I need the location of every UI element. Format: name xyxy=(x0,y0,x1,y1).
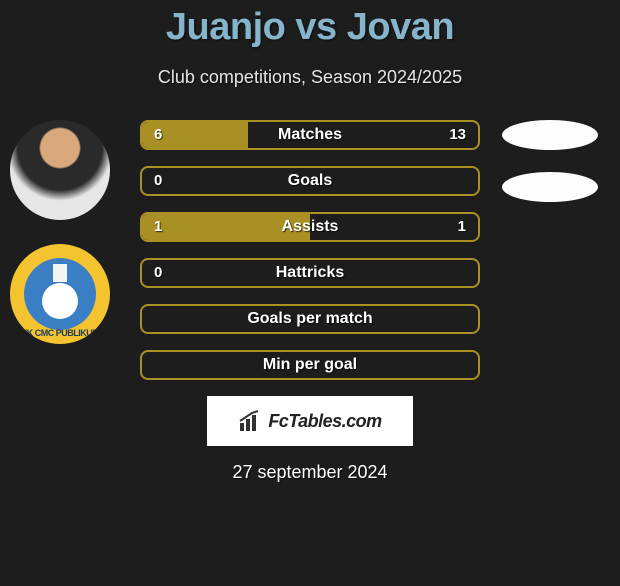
left-column: NK CMC PUBLIKUM xyxy=(10,120,120,344)
date-text: 27 september 2024 xyxy=(0,462,620,483)
club-badge-text: NK CMC PUBLIKUM xyxy=(10,328,110,338)
chart-icon xyxy=(238,409,262,433)
content-region: NK CMC PUBLIKUM 6 Matches 13 0 Goals 1 A… xyxy=(0,120,620,380)
subtitle: Club competitions, Season 2024/2025 xyxy=(0,67,620,88)
stat-bar: 0 Hattricks xyxy=(140,258,480,288)
bar-right-value: 13 xyxy=(449,122,466,148)
soccer-ball-icon xyxy=(42,283,78,319)
right-ellipse-2 xyxy=(502,172,598,202)
stat-bar: Goals per match xyxy=(140,304,480,334)
bar-right-value: 1 xyxy=(458,214,466,240)
player-avatar xyxy=(10,120,110,220)
bar-label: Min per goal xyxy=(142,352,478,378)
logo-text: FcTables.com xyxy=(268,411,381,432)
bar-label: Matches xyxy=(142,122,478,148)
logo-box: FcTables.com xyxy=(207,396,413,446)
stat-bar: 6 Matches 13 xyxy=(140,120,480,150)
stat-bars: 6 Matches 13 0 Goals 1 Assists 1 0 Hattr… xyxy=(140,120,480,380)
page-title: Juanjo vs Jovan xyxy=(0,6,620,49)
club-badge-inner xyxy=(24,258,96,330)
bar-label: Assists xyxy=(142,214,478,240)
bar-label: Goals xyxy=(142,168,478,194)
right-column xyxy=(498,120,608,202)
bar-label: Hattricks xyxy=(142,260,478,286)
stat-bar: 0 Goals xyxy=(140,166,480,196)
bar-label: Goals per match xyxy=(142,306,478,332)
stat-bar: 1 Assists 1 xyxy=(140,212,480,242)
club-badge: NK CMC PUBLIKUM xyxy=(10,244,110,344)
right-ellipse-1 xyxy=(502,120,598,150)
stat-bar: Min per goal xyxy=(140,350,480,380)
